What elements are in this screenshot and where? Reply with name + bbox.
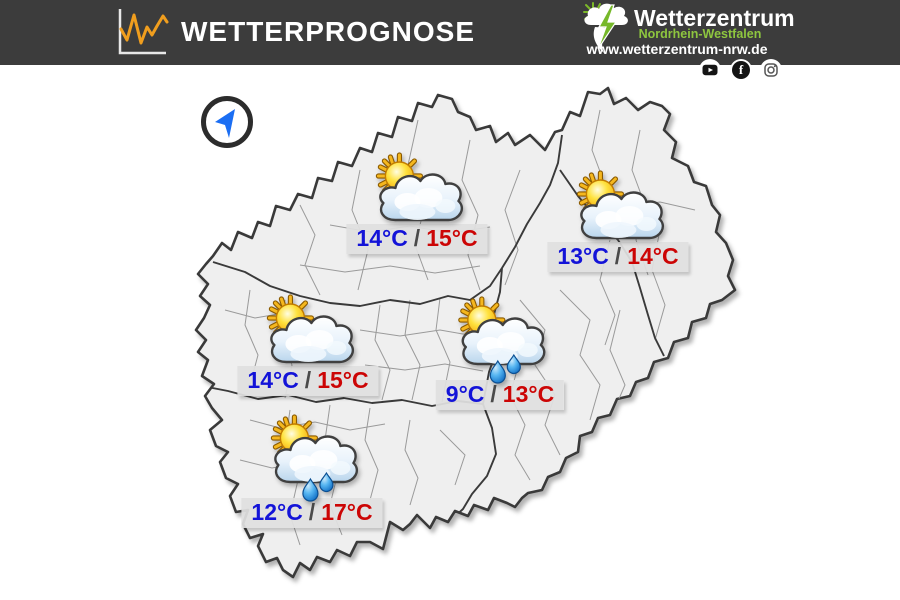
weather-icon [260, 412, 364, 502]
page-title: WETTERPROGNOSE [181, 16, 476, 47]
temperature-label: 13°C/14°C [547, 242, 689, 272]
weather-icon [365, 150, 469, 242]
chart-logo-icon [118, 9, 169, 55]
forecast-station-niederrhein: 14°C/15°C [237, 292, 379, 396]
temperature-label: 9°C/13°C [435, 380, 565, 410]
forecast-station-muensterland: 14°C/15°C [346, 150, 488, 254]
temp-max: 15°C [426, 225, 478, 251]
header-bar: WETTERPROGNOSE Wetterzentrum Nordrhein-W… [0, 0, 900, 81]
forecast-station-sauerland: 9°C/13°C [435, 294, 565, 410]
forecast-station-ostwestfalen: 13°C/14°C [547, 168, 689, 272]
temp-min: 13°C [557, 243, 609, 269]
temp-separator: / [304, 367, 312, 393]
temp-separator: / [490, 381, 497, 407]
brand-name: Wetterzentrum [634, 5, 795, 31]
temp-min: 9°C [445, 381, 485, 407]
instagram-icon[interactable] [760, 59, 782, 81]
compass-icon [201, 96, 253, 148]
temp-separator: / [413, 225, 421, 251]
forecast-station-koeln-bonn: 12°C/17°C [241, 412, 383, 528]
wetterzentrum-logo-icon [583, 2, 628, 53]
temp-min: 14°C [247, 367, 299, 393]
temp-max: 13°C [502, 381, 555, 407]
temperature-label: 14°C/15°C [237, 366, 379, 396]
temp-min: 14°C [356, 225, 408, 251]
temperature-label: 14°C/15°C [346, 224, 488, 254]
facebook-icon[interactable]: f [730, 59, 752, 81]
weather-icon [448, 294, 552, 384]
temp-max: 17°C [321, 499, 373, 525]
temp-min: 12°C [251, 499, 303, 525]
temp-max: 14°C [627, 243, 679, 269]
weather-icon [256, 292, 360, 384]
temp-max: 15°C [317, 367, 369, 393]
weather-icon [566, 168, 670, 260]
temp-separator: / [308, 499, 316, 525]
brand-website: www.wetterzentrum-nrw.de [586, 41, 768, 57]
temperature-label: 12°C/17°C [241, 498, 383, 528]
compass-arrow [215, 109, 235, 138]
brand-region: Nordrhein-Westfalen [638, 27, 762, 41]
temp-separator: / [614, 243, 622, 269]
youtube-icon[interactable] [699, 59, 721, 81]
